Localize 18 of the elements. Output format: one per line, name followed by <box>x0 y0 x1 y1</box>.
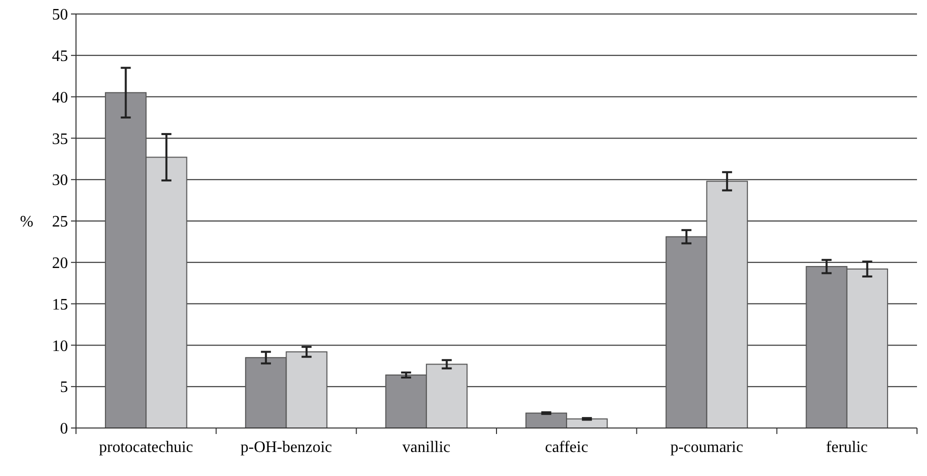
y-tick-label: 0 <box>60 420 68 438</box>
x-tick-label: protocatechuic <box>98 439 194 456</box>
y-tick-label: 50 <box>52 6 68 24</box>
y-tick-label: 25 <box>52 214 68 231</box>
y-axis-title: % <box>20 214 34 231</box>
x-tick-label: ferulic <box>826 439 868 456</box>
x-tick-label: caffeic <box>544 439 588 456</box>
y-tick-label: 10 <box>52 338 68 355</box>
y-tick-label: 35 <box>52 130 68 148</box>
x-tick-label: vanillic <box>402 439 450 456</box>
y-tick-label: 20 <box>52 255 68 272</box>
y-tick-label: 5 <box>60 379 68 396</box>
x-tick-label: p-OH-benzoic <box>240 439 332 456</box>
y-tick-label: 45 <box>52 48 68 65</box>
y-tick-label: 30 <box>52 172 68 190</box>
x-tick-label: p-coumaric <box>670 439 744 456</box>
y-tick-label: 15 <box>52 296 68 314</box>
y-tick-label: 40 <box>52 89 68 106</box>
